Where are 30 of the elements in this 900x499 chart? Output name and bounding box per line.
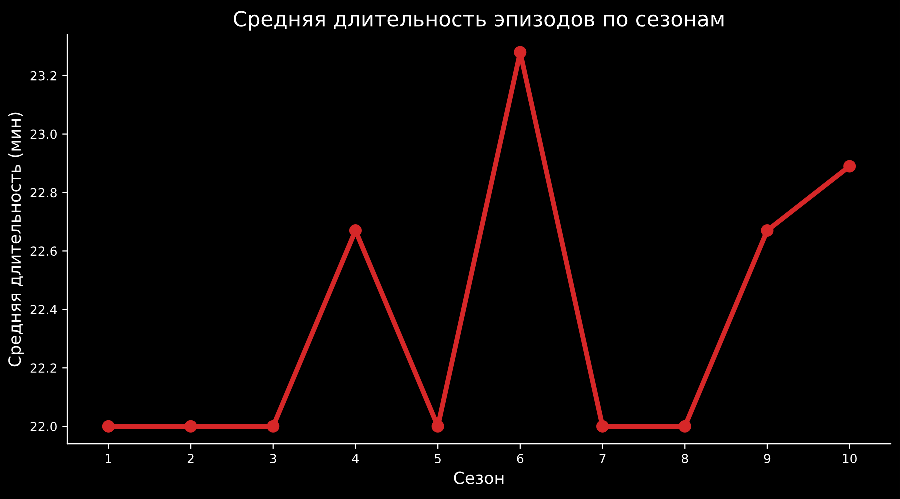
point	[761, 224, 774, 237]
y-tick-label: 22.8	[30, 188, 57, 198]
point	[267, 420, 280, 433]
x-tick-label: 7	[600, 454, 606, 464]
x-tick-label: 8	[682, 454, 688, 464]
point	[596, 420, 610, 433]
y-tick-label: 22.4	[30, 305, 58, 314]
point	[184, 420, 198, 433]
y-tick-label: 22.2	[30, 364, 57, 373]
x-tick-label: 4	[352, 454, 359, 464]
x-tick-label: 10	[843, 454, 857, 464]
chart-title: Средняя длительность эпизодов по сезонам	[234, 11, 724, 31]
x-tick-label: 1	[106, 454, 112, 464]
x-tick-label: 2	[188, 454, 194, 464]
y-tick-label: 22.6	[30, 246, 57, 256]
y-tick-label: 23.0	[30, 130, 57, 140]
point	[844, 160, 856, 173]
y-tick-label: 23.2	[30, 71, 57, 81]
point	[514, 46, 527, 59]
y-axis-title: Средняя длительность (мин)	[8, 112, 24, 367]
x-axis-title: Сезон	[454, 472, 504, 484]
y-tick-label: 22.0	[30, 422, 57, 432]
point	[432, 420, 444, 433]
point	[678, 420, 692, 433]
x-tick-label: 5	[435, 454, 441, 464]
x-tick-label: 3	[270, 454, 276, 464]
point	[349, 224, 362, 237]
x-tick-label: 6	[517, 454, 524, 464]
x-tick-label: 9	[764, 454, 771, 464]
point	[102, 420, 115, 433]
